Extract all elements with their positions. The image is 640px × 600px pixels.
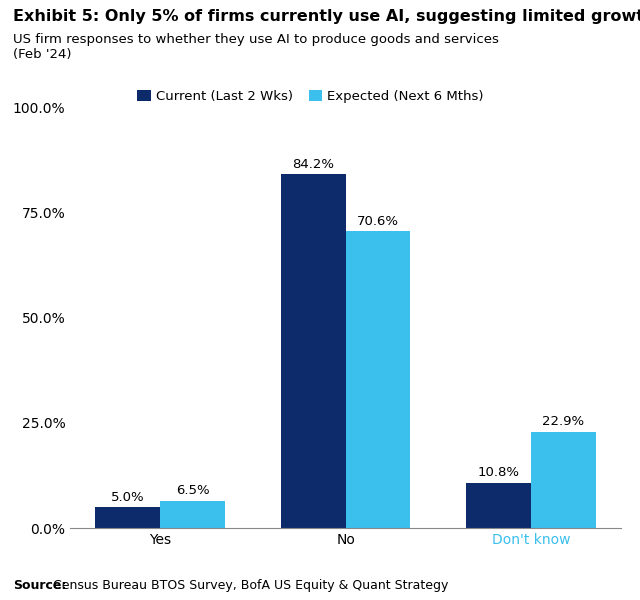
Bar [346,231,410,528]
Text: 22.9%: 22.9% [542,415,584,428]
Bar [160,500,225,528]
Text: 10.8%: 10.8% [477,466,520,479]
Bar [95,507,160,528]
Text: 70.6%: 70.6% [357,215,399,228]
Text: 84.2%: 84.2% [292,158,334,170]
Text: Exhibit 5: Only 5% of firms currently use AI, suggesting limited growth: Exhibit 5: Only 5% of firms currently us… [13,9,640,24]
Text: US firm responses to whether they use AI to produce goods and services
(Feb '24): US firm responses to whether they use AI… [13,33,499,61]
Text: 6.5%: 6.5% [176,484,209,497]
Text: Census Bureau BTOS Survey, BofA US Equity & Quant Strategy: Census Bureau BTOS Survey, BofA US Equit… [49,579,449,592]
Bar [466,482,531,528]
Legend: Current (Last 2 Wks), Expected (Next 6 Mths): Current (Last 2 Wks), Expected (Next 6 M… [132,85,489,108]
Bar [281,174,346,528]
Text: Source:: Source: [13,579,66,592]
Text: 5.0%: 5.0% [111,491,145,503]
Bar [531,431,596,528]
